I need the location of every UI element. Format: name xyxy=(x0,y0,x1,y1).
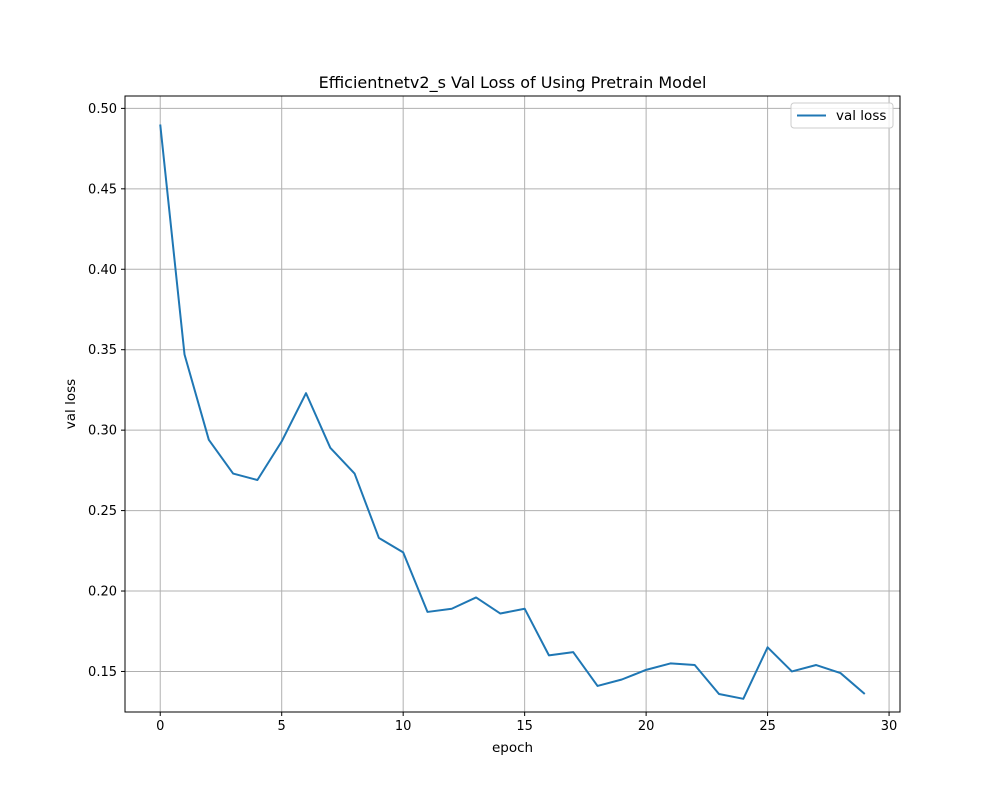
data-point xyxy=(524,608,526,610)
y-tick-label: 0.45 xyxy=(88,182,117,197)
data-point xyxy=(184,354,186,356)
y-tick-label: 0.35 xyxy=(88,343,117,358)
data-point xyxy=(791,670,793,672)
data-point xyxy=(669,662,671,664)
data-point xyxy=(475,596,477,598)
data-point xyxy=(329,447,331,449)
series-layer xyxy=(159,123,866,700)
series-line-val-loss xyxy=(159,124,866,700)
y-axis-label: val loss xyxy=(63,379,79,429)
data-point xyxy=(645,669,647,671)
data-point xyxy=(208,439,210,441)
legend-box xyxy=(790,102,894,129)
y-tick-label: 0.20 xyxy=(88,585,117,600)
data-point xyxy=(864,693,866,695)
x-tick-label: 5 xyxy=(278,719,286,734)
data-point xyxy=(839,672,841,674)
x-tick-label: 20 xyxy=(638,719,655,734)
grid xyxy=(125,96,900,712)
data-point xyxy=(305,392,307,394)
data-point xyxy=(694,664,696,666)
data-point xyxy=(742,698,744,700)
data-point xyxy=(281,440,283,442)
x-axis-label: epoch xyxy=(492,740,533,756)
data-point xyxy=(767,646,769,648)
x-tick-label: 15 xyxy=(516,719,533,734)
data-point xyxy=(815,664,817,666)
y-tick-label: 0.25 xyxy=(88,504,117,519)
data-point xyxy=(718,693,720,695)
data-point xyxy=(256,479,258,481)
data-point xyxy=(426,611,428,613)
axis-ticks: 0 5 10 15 20 25 30 0.15 0.20 0.25 0.30 0.35 0.40 0.45… xyxy=(88,102,897,734)
data-point xyxy=(402,551,404,553)
x-tick-label: 25 xyxy=(759,719,776,734)
data-point xyxy=(621,679,623,681)
y-tick-label: 0.50 xyxy=(88,102,117,117)
data-point xyxy=(572,651,574,653)
data-point xyxy=(597,685,599,687)
legend-label: val loss xyxy=(836,108,886,124)
data-point xyxy=(378,537,380,539)
data-point xyxy=(354,473,356,475)
plot-frame xyxy=(124,95,901,713)
x-tick-label: 0 xyxy=(156,719,164,734)
chart-title: Efficientnetv2_s Val Loss of Using Pretr… xyxy=(319,73,707,93)
data-point xyxy=(548,654,550,656)
y-tick-label: 0.40 xyxy=(88,263,117,278)
data-point xyxy=(499,613,501,615)
y-tick-label: 0.15 xyxy=(88,665,117,680)
x-tick-label: 30 xyxy=(881,719,898,734)
data-point xyxy=(232,473,234,475)
data-point xyxy=(159,123,161,125)
legend: val loss xyxy=(790,102,894,129)
y-tick-label: 0.30 xyxy=(88,424,117,439)
data-point xyxy=(451,608,453,610)
x-tick-label: 10 xyxy=(395,719,412,734)
